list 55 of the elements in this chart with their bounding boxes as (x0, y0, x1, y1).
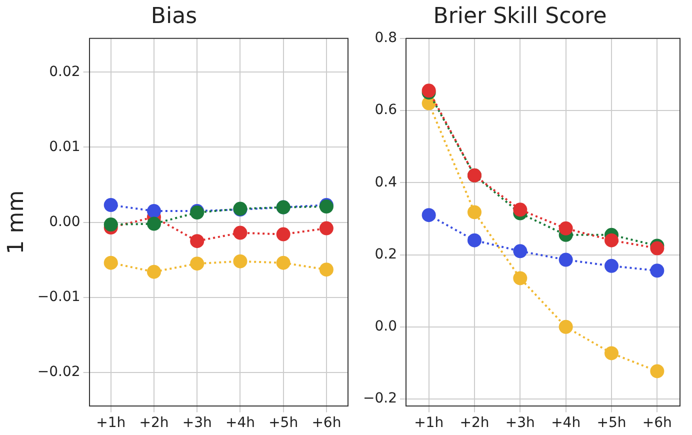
point (650, 364, 664, 378)
x-tick-label: +6h (312, 415, 342, 432)
point (467, 233, 482, 248)
y-tick-label: 0.01 (49, 138, 80, 155)
point (104, 218, 118, 232)
y-tick-label: 0.02 (49, 64, 80, 80)
chart-title: Bias (150, 4, 198, 29)
x-tick-label: +2h (460, 415, 490, 432)
point (319, 221, 334, 236)
y-tick-label: 0.00 (49, 214, 80, 230)
x-tick-label: +1h (96, 415, 126, 432)
point (319, 262, 334, 277)
point (467, 205, 482, 220)
point (604, 258, 618, 273)
x-tick-label: +3h (182, 415, 212, 432)
point (558, 252, 573, 267)
point (604, 233, 618, 248)
point (513, 244, 528, 258)
point (513, 271, 528, 286)
x-tick-label: +4h (225, 415, 255, 432)
y-tick-label: 0.2 (374, 246, 397, 262)
point (146, 216, 161, 231)
point (276, 227, 290, 242)
x-tick-label: +6h (642, 415, 672, 432)
point (233, 226, 248, 240)
x-tick-label: +5h (268, 415, 298, 432)
point (276, 256, 290, 270)
point (604, 346, 618, 360)
point (104, 256, 118, 270)
y-tick-label: 0.8 (374, 30, 397, 46)
point (422, 208, 436, 222)
point (190, 256, 204, 271)
point (513, 202, 528, 217)
y-axis-title: 1 mm (4, 190, 29, 254)
y-tick-label: −0.01 (37, 289, 80, 305)
x-tick-label: +4h (551, 415, 581, 432)
point (233, 254, 248, 268)
y-tick-label: −0.2 (362, 390, 397, 407)
point (558, 320, 573, 334)
y-tick-label: −0.02 (37, 364, 80, 380)
y-tick-label: 0.4 (374, 174, 398, 190)
y-tick-label: 0.0 (374, 318, 397, 335)
x-tick-label: +3h (505, 415, 535, 432)
point (650, 264, 664, 278)
x-tick-label: +2h (139, 415, 169, 432)
point (650, 241, 664, 256)
y-tick-label: 0.6 (374, 102, 398, 118)
point (104, 198, 118, 212)
point (190, 234, 204, 248)
chart-title: Brier Skill Score (433, 4, 607, 29)
x-tick-label: +1h (414, 415, 444, 432)
point (146, 264, 161, 279)
point (558, 221, 573, 236)
point (146, 204, 161, 218)
x-tick-label: +5h (596, 415, 626, 432)
